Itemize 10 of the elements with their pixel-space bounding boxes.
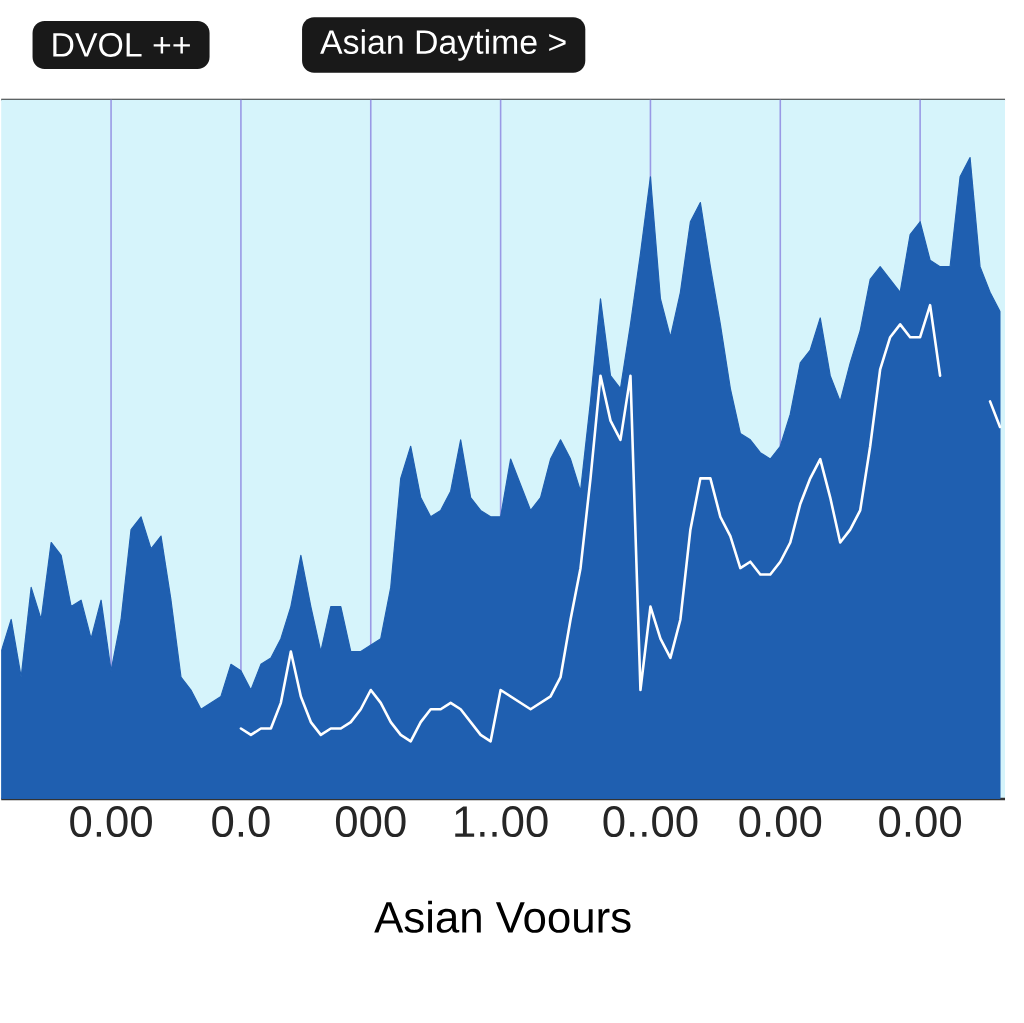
text: DVOL ++ <box>53 33 190 58</box>
x-tick-label: 000 <box>335 806 406 838</box>
x-tick-label: 1..00 <box>455 806 548 838</box>
x-tick-label: 0.00 <box>879 806 961 838</box>
x-tick-label: 0.0 <box>212 806 270 838</box>
x-tick-label: 0..00 <box>603 806 698 838</box>
text: Asian Daytime > <box>320 29 566 61</box>
x-axis-title: Asian Voours <box>374 900 631 933</box>
x-tick-label: 0.00 <box>70 806 152 838</box>
x-tick-label: 0.00 <box>739 806 822 838</box>
